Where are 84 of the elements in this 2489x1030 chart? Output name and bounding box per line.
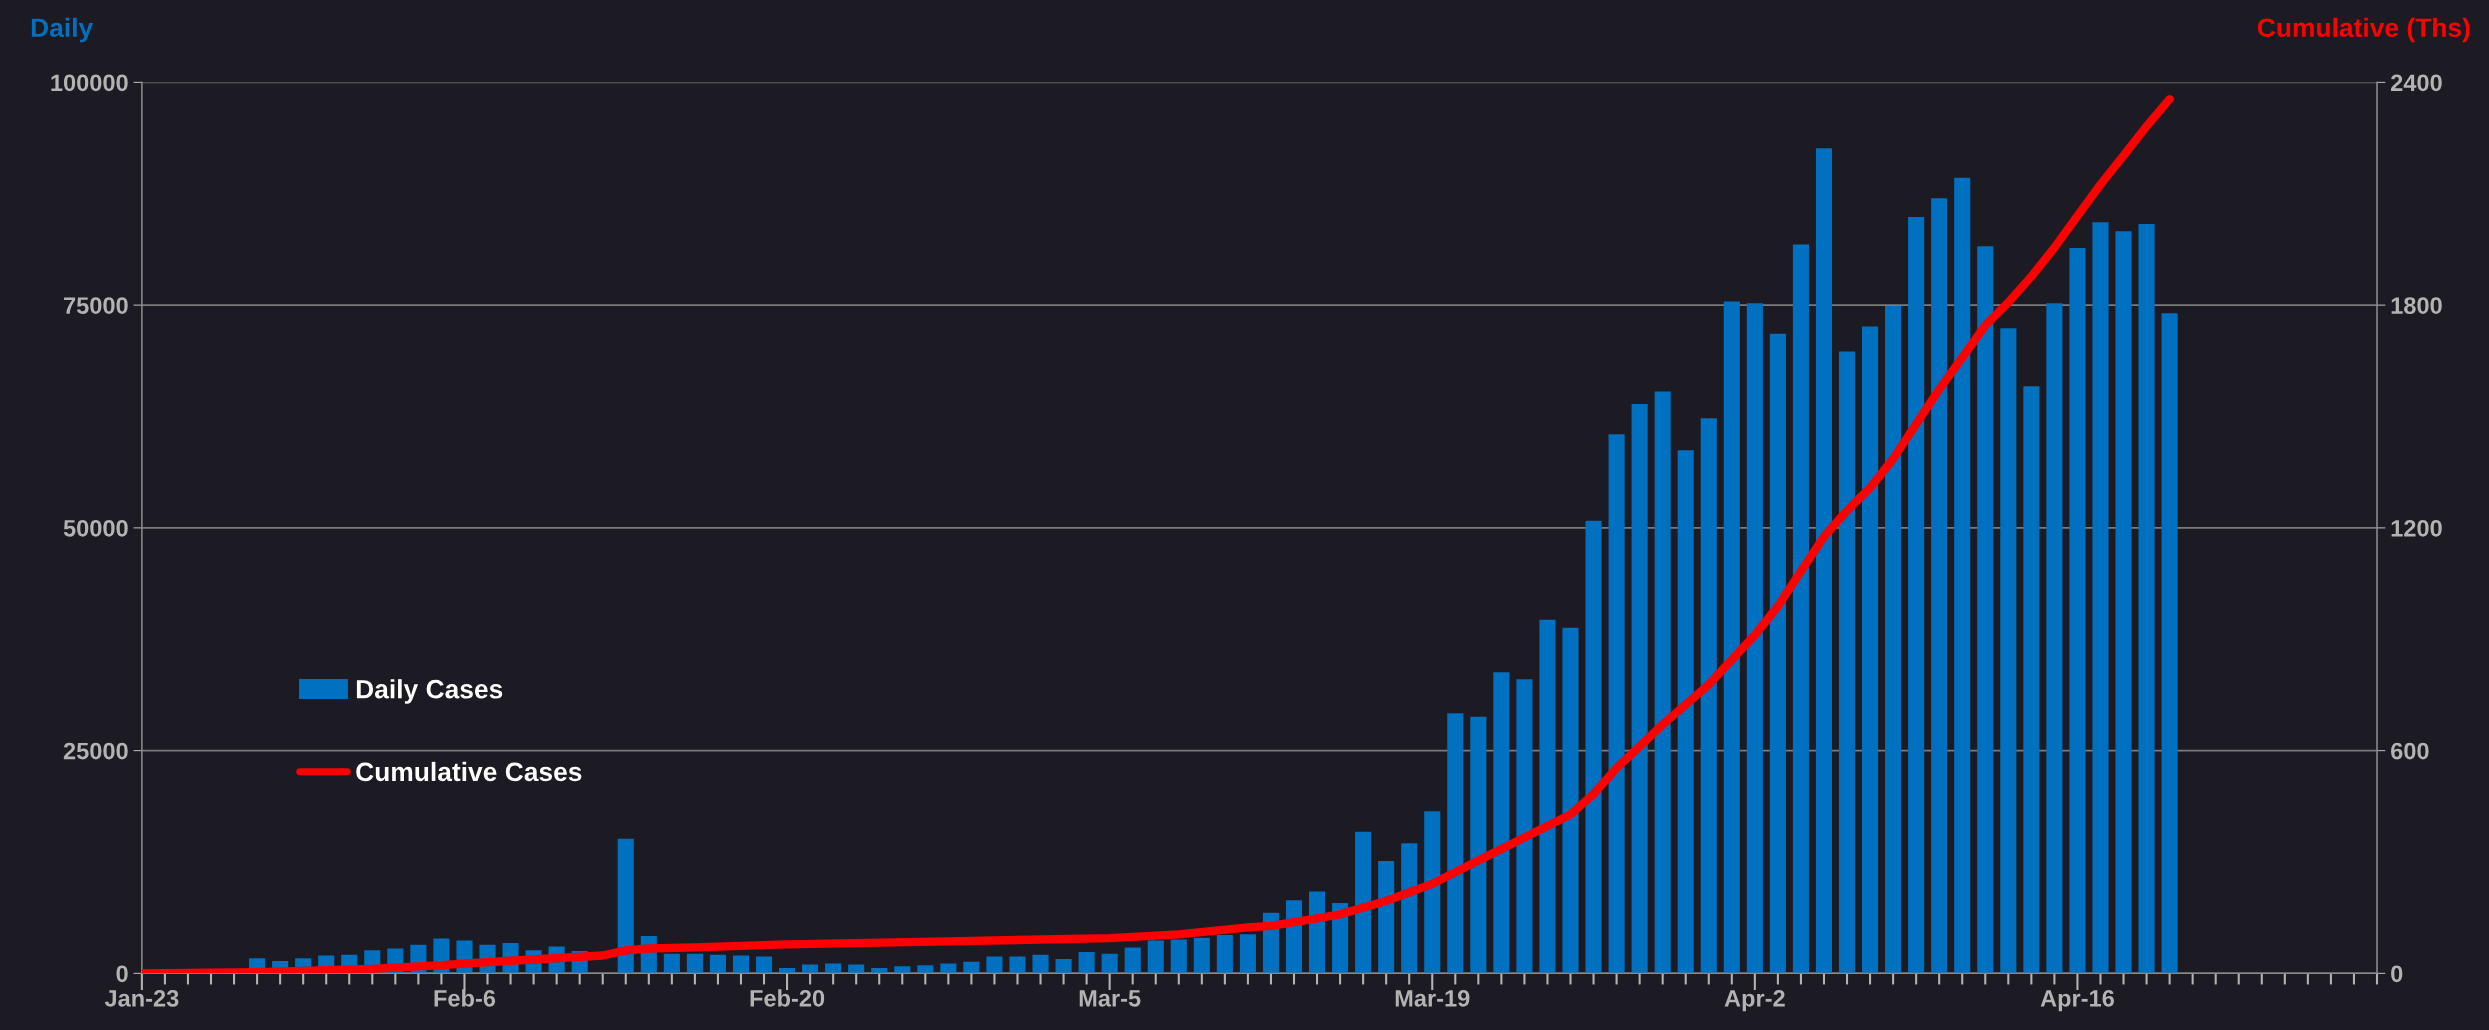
x-tick-label: Mar-5 [1079,990,1141,1007]
bar [871,968,888,974]
bar [732,955,750,974]
bar [1124,947,1141,974]
bar [1539,619,1556,974]
bar [1401,843,1418,974]
bar [1239,934,1256,974]
bar [1216,935,1233,974]
bar [1078,951,1095,974]
bar [1562,627,1579,974]
x-tick-label: Jan-23 [104,989,179,1007]
legend-label: Daily Cases [356,679,503,704]
bar [940,963,957,974]
bar [1700,418,1717,974]
bar [1931,198,1948,974]
y-tick-label: 25000 [63,742,128,760]
bar [1009,956,1026,974]
bar [986,956,1003,974]
bar [1608,434,1625,974]
y-tick-label: 100000 [51,74,128,92]
bar [1585,520,1602,974]
bar [1055,959,1072,974]
bar [1355,831,1372,974]
bar [2092,222,2109,974]
x-tick-label: Feb-20 [750,989,825,1007]
bar [1147,940,1164,974]
bar [1516,679,1533,974]
bar [1170,939,1187,974]
bar [1815,148,1833,974]
y2-tick-label: 1800 [2391,297,2442,314]
y-tick-label: 50000 [63,519,128,537]
bar [963,961,980,974]
bar [1838,351,1856,974]
bar [1447,713,1464,974]
bar [709,954,726,974]
y2-tick-label: 2400 [2391,74,2442,92]
bar [802,964,819,974]
bar [2069,248,2086,974]
bar [663,953,680,974]
bar [1032,954,1049,974]
bar [1193,937,1210,974]
bar [1493,672,1510,974]
bar [1654,391,1671,974]
x-tick-label: Apr-2 [1724,989,1785,1012]
bar [617,838,634,974]
bar [1908,216,1925,974]
bar [1101,953,1118,974]
y2-tick-label: 0 [2391,965,2403,983]
bar [2046,303,2063,974]
x-tick-label: Feb-6 [434,989,496,1007]
bar [779,968,796,974]
bar [825,963,842,974]
legend-label: Cumulative Cases [356,761,582,782]
bar [1885,306,1902,974]
x-tick-label: Apr-16 [2040,989,2114,1012]
y2-tick-label: 1200 [2391,519,2442,537]
bar [686,953,703,974]
y2-axis-title: Cumulative (Ths) [2257,17,2470,43]
bar [894,966,911,974]
bar [2115,231,2132,974]
y2-tick-label: 600 [2391,742,2429,760]
x-tick-label: Mar-19 [1395,989,1470,1007]
bar [1424,811,1441,974]
bar [2023,386,2040,974]
bar [848,964,865,974]
bar [2161,313,2178,974]
bar [755,956,773,974]
y-tick-label: 0 [116,965,128,983]
bar [1470,716,1487,974]
y-axis-title: Daily [31,17,94,43]
bar [1862,326,1879,974]
bar [1723,301,1740,974]
y-tick-label: 75000 [64,297,128,314]
bar [1977,246,1994,974]
bar [2000,328,2017,974]
bar [1792,244,1809,974]
bar [1631,404,1648,974]
bar [2138,224,2155,974]
bar [1746,303,1763,974]
bar [1769,333,1786,974]
bar [1954,177,1971,974]
bar [1677,450,1694,974]
bar [917,965,934,974]
bar [1378,861,1395,974]
